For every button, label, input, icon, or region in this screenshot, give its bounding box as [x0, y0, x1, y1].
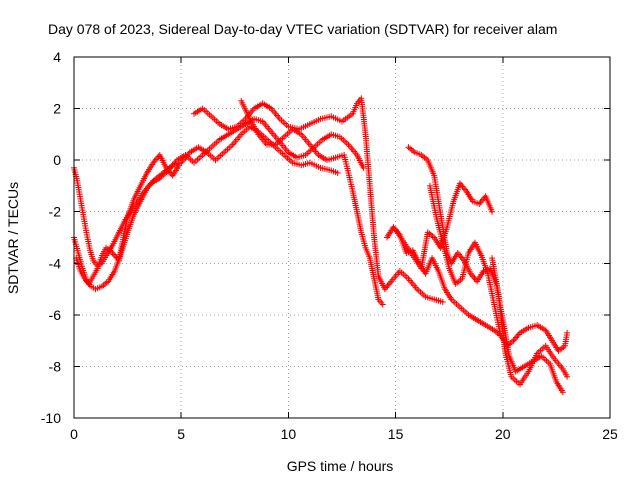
y-tick-label: -6 — [49, 307, 62, 323]
y-tick-label: -8 — [49, 358, 62, 374]
data-point — [379, 301, 386, 308]
x-tick-label: 5 — [177, 426, 185, 442]
data-layer — [71, 95, 571, 396]
data-point — [559, 389, 566, 396]
series-arc-1 — [71, 123, 341, 293]
x-axis-label: GPS time / hours — [287, 458, 394, 474]
y-tick-label: -10 — [41, 410, 61, 426]
y-axis-label: SDTVAR / TECUs — [5, 182, 21, 294]
plot-frame — [73, 56, 611, 419]
series-arc-9 — [489, 255, 571, 388]
series-arc-3 — [191, 95, 446, 305]
data-point — [489, 208, 496, 215]
data-point — [439, 298, 446, 305]
x-tick-label: 0 — [70, 426, 78, 442]
data-point — [176, 162, 183, 169]
data-point — [360, 164, 367, 171]
axis-layer: 0 5 10 15 20 25 -10 -8 -6 -4 -2 0 2 4 — [41, 49, 618, 442]
y-tick-label: 2 — [53, 101, 61, 117]
data-point — [334, 170, 341, 177]
series-arc-4 — [238, 97, 386, 308]
y-tick-label: -2 — [49, 204, 62, 220]
data-point — [564, 329, 571, 336]
series-arc-7 — [392, 180, 496, 272]
data-point — [564, 373, 571, 380]
y-tick-label: 4 — [53, 49, 61, 65]
series-arc-2 — [71, 115, 367, 269]
grid-layer — [74, 57, 610, 418]
y-tick-label: -4 — [49, 255, 62, 271]
x-tick-label: 25 — [602, 426, 618, 442]
x-tick-label: 10 — [281, 426, 297, 442]
series-arc-8 — [426, 182, 571, 354]
x-tick-label: 15 — [388, 426, 404, 442]
y-tick-label: 0 — [53, 152, 61, 168]
x-tick-label: 20 — [495, 426, 511, 442]
series-arc-10 — [73, 151, 183, 287]
chart-title: Day 078 of 2023, Sidereal Day-to-day VTE… — [48, 21, 557, 37]
